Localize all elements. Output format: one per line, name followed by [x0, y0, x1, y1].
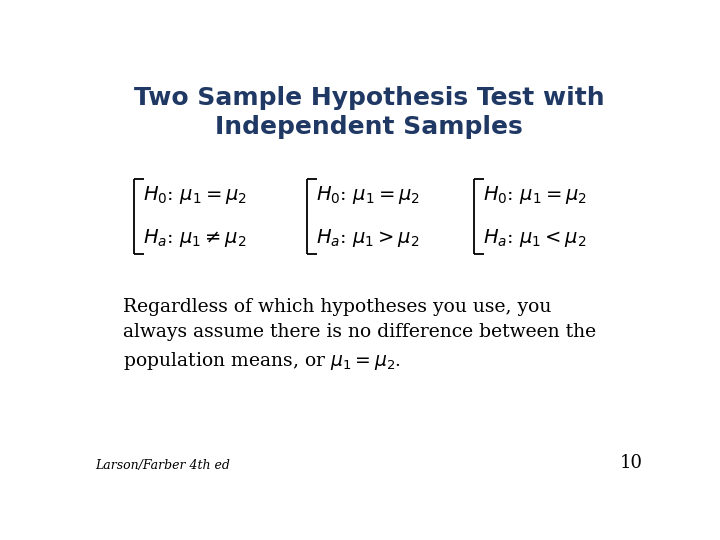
Text: $H_a$: $\mu_1 \neq \mu_2$: $H_a$: $\mu_1 \neq \mu_2$ — [143, 227, 246, 249]
Text: Two Sample Hypothesis Test with
Independent Samples: Two Sample Hypothesis Test with Independ… — [134, 85, 604, 139]
Text: $H_0$: $\mu_1 = \mu_2$: $H_0$: $\mu_1 = \mu_2$ — [143, 184, 247, 206]
Text: Regardless of which hypotheses you use, you
always assume there is no difference: Regardless of which hypotheses you use, … — [124, 298, 597, 372]
Text: $H_a$: $\mu_1 < \mu_2$: $H_a$: $\mu_1 < \mu_2$ — [483, 227, 587, 249]
Text: Larson/Farber 4th ed: Larson/Farber 4th ed — [96, 460, 230, 472]
Text: $H_0$: $\mu_1 = \mu_2$: $H_0$: $\mu_1 = \mu_2$ — [483, 184, 588, 206]
Text: $H_a$: $\mu_1 > \mu_2$: $H_a$: $\mu_1 > \mu_2$ — [316, 227, 420, 249]
Text: $H_0$: $\mu_1 = \mu_2$: $H_0$: $\mu_1 = \mu_2$ — [316, 184, 420, 206]
Text: 10: 10 — [619, 454, 642, 472]
